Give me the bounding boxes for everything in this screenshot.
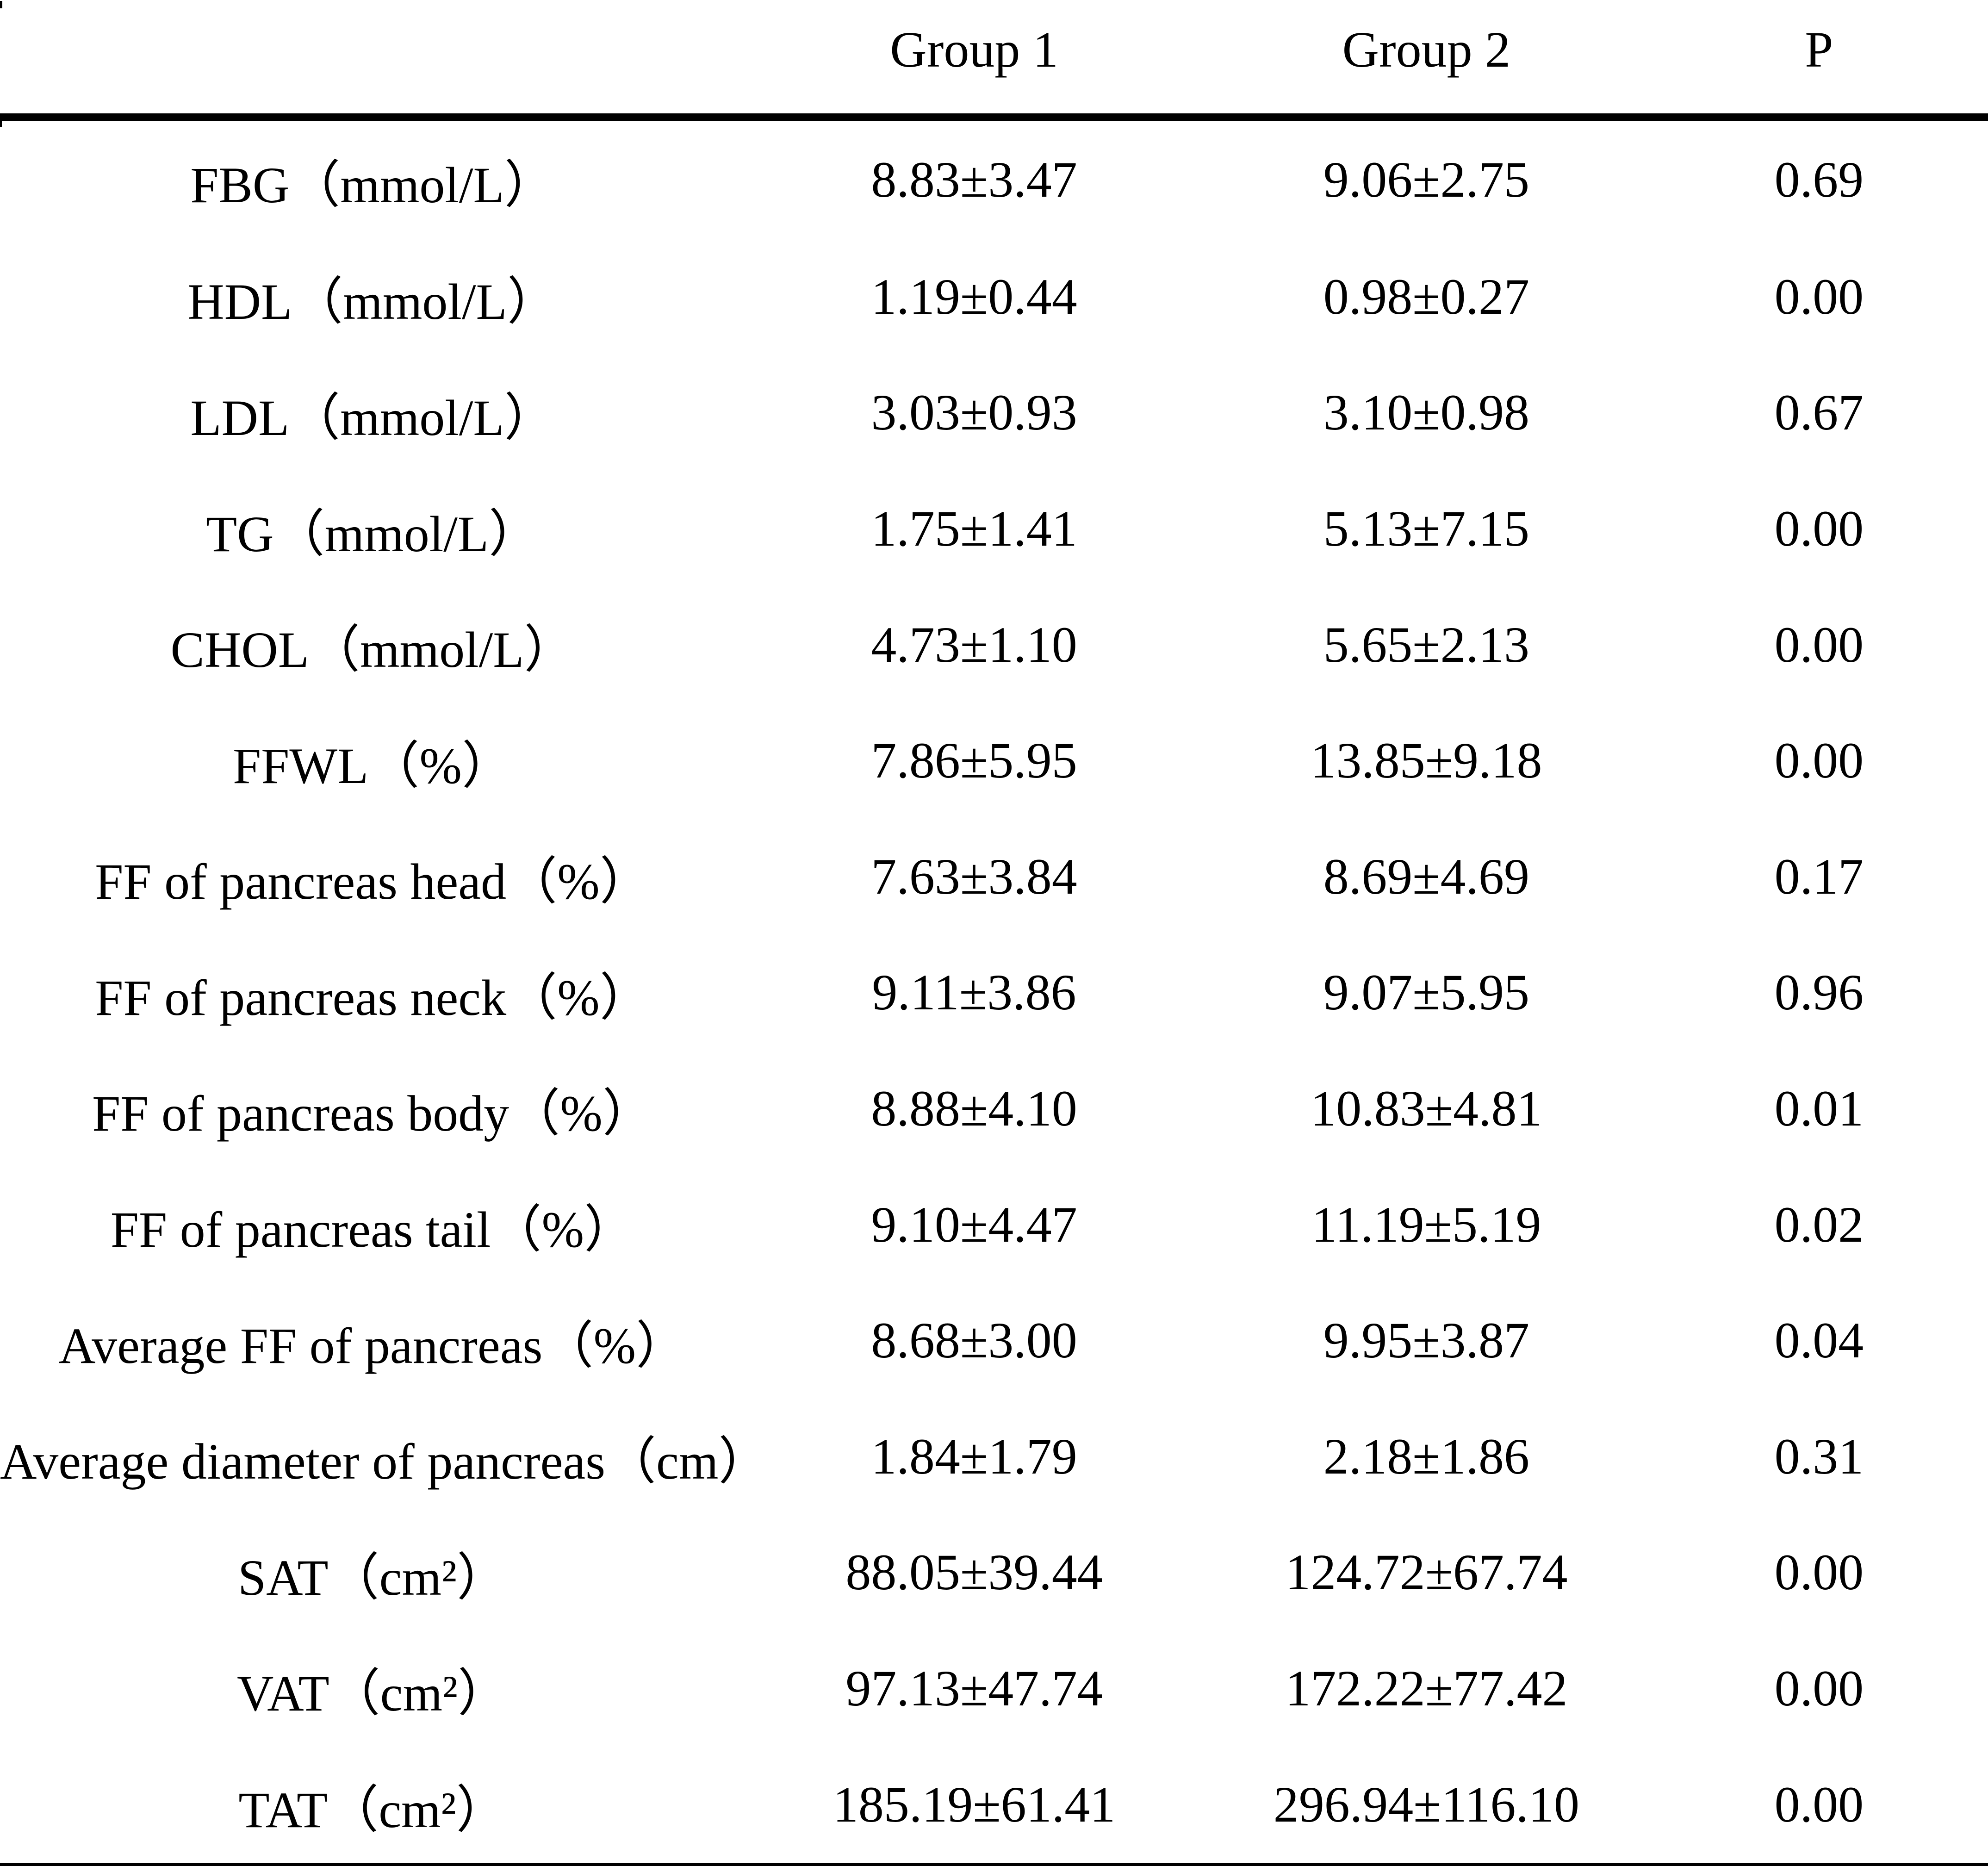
- cell-p: 0.00: [1774, 1660, 1864, 1717]
- cell-p: 0.69: [1774, 151, 1864, 208]
- cell-p: 0.00: [1774, 500, 1864, 557]
- header-row: Group 1 Group 2 P: [0, 0, 1988, 117]
- cell-group1: 88.05±39.44: [845, 1544, 1103, 1601]
- header-empty: [0, 0, 746, 117]
- table-row: VAT（cm²） 97.13±47.74 172.22±77.42 0.00: [0, 1630, 1988, 1747]
- table-body: FBG（mmol/L） 8.83±3.47 9.06±2.75 0.69 HDL…: [0, 117, 1988, 1865]
- cell-p: 0.00: [1774, 616, 1864, 673]
- cell-group2: 11.19±5.19: [1311, 1196, 1541, 1253]
- cell-group1: 3.03±0.93: [871, 384, 1077, 441]
- cell-p: 0.00: [1774, 268, 1864, 325]
- cell-group1: 1.19±0.44: [871, 268, 1077, 325]
- row-label: FFWL（%）: [233, 737, 513, 794]
- cell-group1: 7.63±3.84: [871, 848, 1077, 905]
- table-row: FBG（mmol/L） 8.83±3.47 9.06±2.75 0.69: [0, 117, 1988, 239]
- row-label: TAT（cm²）: [238, 1781, 507, 1838]
- row-label: Average diameter of pancreas（cm）: [0, 1433, 770, 1490]
- row-label: LDL（mmol/L）: [190, 389, 555, 446]
- row-label: Average FF of pancreas（%）: [58, 1317, 687, 1374]
- table-row: FFWL（%） 7.86±5.95 13.85±9.18 0.00: [0, 703, 1988, 819]
- header-group1: Group 1: [890, 21, 1058, 78]
- row-label: FF of pancreas tail（%）: [110, 1201, 635, 1258]
- table-row: FF of pancreas neck（%） 9.11±3.86 9.07±5.…: [0, 935, 1988, 1051]
- cell-group2: 13.85±9.18: [1311, 732, 1542, 789]
- table-row: FF of pancreas head（%） 7.63±3.84 8.69±4.…: [0, 819, 1988, 935]
- table-row: HDL（mmol/L） 1.19±0.44 0.98±0.27 0.00: [0, 239, 1988, 355]
- cell-group1: 7.86±5.95: [871, 732, 1077, 789]
- cell-group1: 185.19±61.41: [832, 1776, 1116, 1833]
- cell-p: 0.17: [1774, 848, 1864, 905]
- cell-group1: 97.13±47.74: [845, 1660, 1103, 1717]
- row-label: HDL（mmol/L）: [187, 274, 558, 330]
- cell-group2: 172.22±77.42: [1285, 1660, 1568, 1717]
- header-group2: Group 2: [1342, 21, 1511, 78]
- cell-group1: 1.84±1.79: [871, 1428, 1077, 1485]
- cell-group2: 296.94±116.10: [1273, 1776, 1580, 1833]
- table-row: FF of pancreas tail（%） 9.10±4.47 11.19±5…: [0, 1167, 1988, 1283]
- cell-group1: 8.88±4.10: [871, 1080, 1077, 1137]
- cell-p: 0.31: [1774, 1428, 1864, 1485]
- cell-group2: 2.18±1.86: [1323, 1428, 1530, 1485]
- row-label: SAT（cm²）: [238, 1549, 508, 1606]
- cell-group2: 124.72±67.74: [1285, 1544, 1568, 1601]
- row-label: FBG（mmol/L）: [190, 156, 555, 213]
- table-row: CHOL（mmol/L） 4.73±1.10 5.65±2.13 0.00: [0, 587, 1988, 703]
- cell-group2: 10.83±4.81: [1311, 1080, 1542, 1137]
- cell-group2: 5.65±2.13: [1323, 616, 1530, 673]
- row-label: VAT（cm²）: [236, 1665, 509, 1722]
- cell-group1: 9.10±4.47: [871, 1196, 1077, 1253]
- table-row: TAT（cm²） 185.19±61.41 296.94±116.10 0.00: [0, 1747, 1988, 1865]
- cell-group1: 8.68±3.00: [871, 1312, 1077, 1369]
- row-label: TG（mmol/L）: [205, 505, 540, 562]
- scan-artifact-top-left: [0, 1, 2, 8]
- cell-p: 0.02: [1774, 1196, 1864, 1253]
- table-row: Average FF of pancreas（%） 8.68±3.00 9.95…: [0, 1282, 1988, 1399]
- cell-p: 0.67: [1774, 384, 1864, 441]
- scan-artifact-under-rule: [0, 121, 2, 127]
- cell-group2: 3.10±0.98: [1323, 384, 1530, 441]
- table-row: SAT（cm²） 88.05±39.44 124.72±67.74 0.00: [0, 1514, 1988, 1630]
- cell-p: 0.00: [1774, 1776, 1864, 1833]
- cell-group1: 8.83±3.47: [871, 151, 1077, 208]
- cell-group2: 8.69±4.69: [1323, 848, 1530, 905]
- cell-group2: 9.07±5.95: [1323, 964, 1530, 1021]
- row-label: FF of pancreas body（%）: [92, 1085, 653, 1142]
- cell-p: 0.00: [1774, 1544, 1864, 1601]
- cell-group2: 0.98±0.27: [1323, 268, 1530, 325]
- cell-p: 0.96: [1774, 964, 1864, 1021]
- row-label: FF of pancreas neck（%）: [95, 969, 651, 1026]
- cell-group1: 9.11±3.86: [872, 964, 1076, 1021]
- cell-p: 0.00: [1774, 732, 1864, 789]
- table-row: LDL（mmol/L） 3.03±0.93 3.10±0.98 0.67: [0, 355, 1988, 471]
- table-row: FF of pancreas body（%） 8.88±4.10 10.83±4…: [0, 1051, 1988, 1167]
- table-row: Average diameter of pancreas（cm） 1.84±1.…: [0, 1399, 1988, 1515]
- cell-p: 0.01: [1774, 1080, 1864, 1137]
- cell-group2: 5.13±7.15: [1323, 500, 1530, 557]
- row-label: CHOL（mmol/L）: [170, 622, 575, 678]
- cell-group1: 1.75±1.41: [871, 500, 1077, 557]
- row-label: FF of pancreas head（%）: [95, 853, 651, 910]
- cell-group2: 9.95±3.87: [1323, 1312, 1530, 1369]
- cell-group2: 9.06±2.75: [1323, 151, 1530, 208]
- cell-p: 0.04: [1774, 1312, 1864, 1369]
- cell-group1: 4.73±1.10: [871, 616, 1077, 673]
- table-row: TG（mmol/L） 1.75±1.41 5.13±7.15 0.00: [0, 471, 1988, 587]
- header-p: P: [1805, 21, 1833, 78]
